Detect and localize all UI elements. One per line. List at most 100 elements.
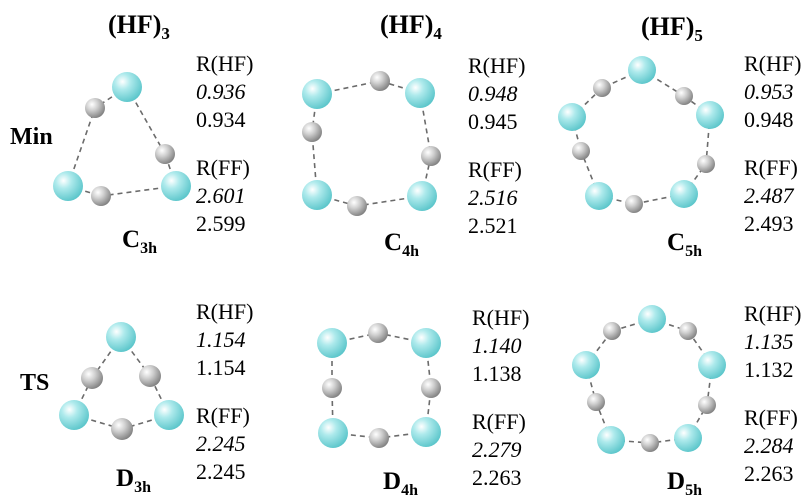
ts-hf3-fluorine-atom — [106, 322, 136, 352]
rff-italic-value: 2.487 — [744, 183, 794, 208]
row-label-ts: TS — [20, 370, 50, 396]
ts-hf4-fluorine-atom — [411, 328, 441, 358]
min-hf5-hydrogen-atom — [625, 195, 643, 213]
panel-min-hf4-values: R(HF) 0.948 0.945 R(FF) 2.516 2.521 — [468, 52, 525, 240]
ts-hf3-fluorine-atom — [59, 400, 89, 430]
min-hf5-fluorine-atom — [696, 101, 724, 129]
symmetry-label-min-hf4: C4h — [384, 229, 419, 260]
ts-hf5-hydrogen-atom — [679, 322, 697, 340]
panel-ts-hf4-values: R(HF) 1.140 1.138 R(FF) 2.279 2.263 — [472, 304, 529, 492]
ts-hf5-bond-line — [706, 364, 713, 406]
rhf-label: R(HF) — [196, 299, 254, 324]
ts-hf5-bond-line — [687, 330, 713, 366]
rhf-italic-value: 0.953 — [744, 79, 794, 104]
min-hf3-hydrogen-atom — [91, 186, 111, 206]
ts-hf5-fluorine-atom — [698, 351, 726, 379]
rhf-plain-value: 0.948 — [744, 107, 794, 132]
min-hf4-fluorine-atom — [407, 181, 437, 211]
row-label-min: Min — [10, 124, 53, 150]
rhf-italic-value: 1.135 — [744, 329, 794, 354]
ts-hf5-fluorine-atom — [674, 424, 702, 452]
min-hf5-bond-line — [571, 87, 603, 118]
min-hf3-hydrogen-atom — [85, 98, 105, 118]
ts-hf4-hydrogen-atom — [369, 428, 389, 448]
ts-hf5-fluorine-atom — [638, 305, 666, 333]
rhf-plain-value: 0.934 — [196, 107, 246, 132]
ts-hf4-hydrogen-atom — [368, 323, 388, 343]
min-hf5-hydrogen-atom — [572, 142, 590, 160]
column-header-hf5: (HF)5 — [641, 12, 703, 46]
symmetry-label-ts-hf5: D5h — [667, 468, 702, 499]
ts-hf3-hydrogen-atom — [111, 418, 133, 440]
panel-ts-hf5-values: R(HF) 1.135 1.132 R(FF) 2.284 2.263 — [744, 300, 801, 488]
rff-plain-value: 2.493 — [744, 211, 794, 236]
panel-min-hf5-values: R(HF) 0.953 0.948 R(FF) 2.487 2.493 — [744, 50, 801, 238]
rff-label: R(FF) — [468, 157, 522, 182]
min-hf3-fluorine-atom — [53, 171, 83, 201]
rhf-italic-value: 1.140 — [472, 333, 522, 358]
rhf-italic-value: 0.936 — [196, 79, 246, 104]
min-hf5-fluorine-atom — [558, 103, 586, 131]
ts-hf5-hydrogen-atom — [603, 322, 621, 340]
rff-plain-value: 2.263 — [472, 465, 522, 490]
rff-label: R(FF) — [472, 409, 526, 434]
ts-hf3-bond-line — [73, 377, 93, 416]
ts-hf4-hydrogen-atom — [322, 378, 342, 398]
rhf-plain-value: 1.138 — [472, 361, 522, 386]
column-header-hf3: (HF)3 — [108, 10, 170, 44]
rhf-label: R(HF) — [468, 53, 526, 78]
rhf-label: R(HF) — [472, 305, 530, 330]
rff-plain-value: 2.599 — [196, 211, 246, 236]
rff-italic-value: 2.279 — [472, 437, 522, 462]
min-hf5-hydrogen-atom — [593, 79, 611, 97]
min-hf4-fluorine-atom — [302, 79, 332, 109]
rff-plain-value: 2.521 — [468, 213, 518, 238]
atom-spheres — [53, 56, 726, 454]
rff-italic-value: 2.245 — [196, 431, 246, 456]
ts-hf5-bond-line — [611, 318, 653, 332]
panel-ts-hf3-values: R(HF) 1.154 1.154 R(FF) 2.245 2.245 — [196, 298, 253, 486]
min-hf5-fluorine-atom — [628, 56, 656, 84]
column-header-hf4: (HF)4 — [380, 10, 442, 44]
rff-italic-value: 2.516 — [468, 185, 518, 210]
ts-hf3-fluorine-atom — [154, 400, 184, 430]
min-hf4-hydrogen-atom — [370, 71, 390, 91]
min-hf5-fluorine-atom — [670, 180, 698, 208]
rff-italic-value: 2.284 — [744, 433, 794, 458]
ts-hf5-bond-line — [585, 330, 613, 366]
min-hf5-hydrogen-atom — [675, 87, 693, 105]
rhf-label: R(HF) — [744, 51, 802, 76]
rff-plain-value: 2.263 — [744, 461, 794, 486]
min-hf5-hydrogen-atom — [697, 155, 715, 173]
ts-hf4-fluorine-atom — [318, 418, 348, 448]
rff-label: R(FF) — [744, 155, 798, 180]
panel-min-hf3-values: R(HF) 0.936 0.934 R(FF) 2.601 2.599 — [196, 50, 253, 238]
min-hf4-bond-line — [316, 194, 358, 207]
min-hf3-fluorine-atom — [112, 72, 142, 102]
ts-hf5-fluorine-atom — [572, 351, 600, 379]
rff-italic-value: 2.601 — [196, 183, 246, 208]
rhf-label: R(HF) — [196, 51, 254, 76]
ts-hf4-fluorine-atom — [411, 417, 441, 447]
ts-hf5-bond-line — [595, 401, 612, 441]
min-hf4-hydrogen-atom — [302, 122, 322, 142]
ts-hf5-hydrogen-atom — [587, 393, 605, 411]
rff-label: R(FF) — [744, 405, 798, 430]
ts-hf3-hydrogen-atom — [139, 365, 161, 387]
rff-label: R(FF) — [196, 155, 250, 180]
min-hf4-bond-line — [421, 155, 432, 197]
min-hf3-hydrogen-atom — [155, 144, 175, 164]
rhf-plain-value: 0.945 — [468, 109, 518, 134]
min-hf4-fluorine-atom — [405, 78, 435, 108]
rhf-label: R(HF) — [744, 301, 802, 326]
min-hf4-hydrogen-atom — [421, 146, 441, 166]
ts-hf3-hydrogen-atom — [81, 367, 103, 389]
rhf-plain-value: 1.132 — [744, 357, 794, 382]
ts-hf5-fluorine-atom — [597, 426, 625, 454]
ts-hf5-hydrogen-atom — [641, 434, 659, 452]
rhf-plain-value: 1.154 — [196, 355, 246, 380]
ts-hf4-fluorine-atom — [317, 328, 347, 358]
rhf-italic-value: 1.154 — [196, 327, 246, 352]
symmetry-label-min-hf5: C5h — [667, 229, 702, 260]
